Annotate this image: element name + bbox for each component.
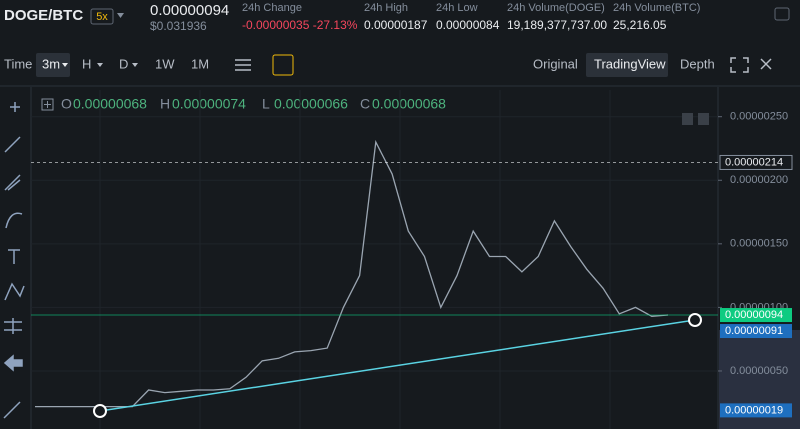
stat-value: 19,189,377,737.00 <box>507 18 607 32</box>
stat-label: 24h Low <box>436 2 478 14</box>
settings-icon[interactable] <box>235 59 251 71</box>
ohlc-value: 0.00000068 <box>73 96 147 112</box>
interval-arrow <box>97 63 103 67</box>
toolbar: Time 3m H D 1W 1M Original TradingView Depth <box>4 56 715 71</box>
view-tab[interactable]: TradingView <box>594 56 666 71</box>
pair[interactable]: DOGE/BTC <box>4 7 83 24</box>
y-tick-label: 0.00000200 <box>730 174 788 186</box>
dropdown-arrow[interactable] <box>117 13 124 18</box>
price-tag-label: 0.00000094 <box>725 309 783 321</box>
price-tag <box>720 403 792 418</box>
ohlc-label: H <box>160 96 170 112</box>
interval-active <box>36 53 70 77</box>
view-tab[interactable]: Original <box>533 56 578 71</box>
ohlc-value: 0.00000068 <box>372 96 446 112</box>
drawing-tools[interactable] <box>3 102 25 419</box>
ohlc-value: 0.00000074 <box>172 96 246 112</box>
y-tick-label: 0.00000250 <box>730 111 788 123</box>
stat-label: 24h High <box>364 2 408 14</box>
stat-value: 0.00000084 <box>436 18 500 32</box>
leverage-box <box>90 8 114 25</box>
stats: 24h Change -0.00000035 -27.13% 24h High 0.0… <box>242 2 700 32</box>
ohlc-label: L <box>262 96 270 112</box>
last-price: 0.00000094 <box>150 2 229 19</box>
interval[interactable]: H <box>82 56 91 71</box>
y-tick-label: 0.00000050 <box>730 365 788 377</box>
interval[interactable]: D <box>119 56 128 71</box>
ohlc: O 0.00000068 H 0.00000074 L 0.00000066 C 0.0000… <box>61 96 446 112</box>
ohlc-label: O <box>61 96 72 112</box>
price-tag-label: 0.00000214 <box>725 156 783 168</box>
ohlc-icon[interactable] <box>41 98 54 111</box>
plot: 0.000000500.000001000.000001500.00000200… <box>31 90 793 429</box>
stat-label: 24h Volume(DOGE) <box>507 2 605 14</box>
leverage[interactable]: 5x <box>96 11 108 23</box>
stat-label: 24h Volume(BTC) <box>613 2 700 14</box>
interval[interactable]: 3m <box>42 56 60 71</box>
scale-buttons[interactable] <box>682 113 709 125</box>
interval[interactable]: 1W <box>155 56 175 71</box>
price-tag <box>720 324 792 339</box>
stat-value: 0.00000187 <box>364 18 428 32</box>
view-tab[interactable]: Depth <box>680 56 715 71</box>
price-line <box>35 139 669 408</box>
ohlc-label: C <box>360 96 370 112</box>
close-icon[interactable] <box>760 58 772 70</box>
interval: Time <box>4 56 32 71</box>
stat-value: 25,216.05 <box>613 18 667 32</box>
interval-arrow <box>62 63 68 67</box>
price-tag-label: 0.00000019 <box>725 404 783 416</box>
price-usd: $0.031936 <box>150 19 207 33</box>
interval-arrow <box>132 63 138 67</box>
header-icon[interactable] <box>774 7 790 21</box>
price-tag <box>720 308 792 323</box>
ohlc-value: 0.00000066 <box>274 96 348 112</box>
price-tag-label: 0.00000091 <box>725 325 783 337</box>
stat-value: -0.00000035 -27.13% <box>242 18 358 32</box>
interval[interactable]: 1M <box>191 56 209 71</box>
y-tick-label: 0.00000150 <box>730 238 788 250</box>
view-active <box>586 53 668 77</box>
indicator-icon[interactable] <box>272 54 294 76</box>
fullscreen-icon[interactable] <box>730 57 749 73</box>
trend-line[interactable] <box>99 319 696 412</box>
trend-handle[interactable] <box>688 313 702 327</box>
trend-handle[interactable] <box>93 404 107 418</box>
price-tag <box>719 154 793 170</box>
stat-label: 24h Change <box>242 2 302 14</box>
